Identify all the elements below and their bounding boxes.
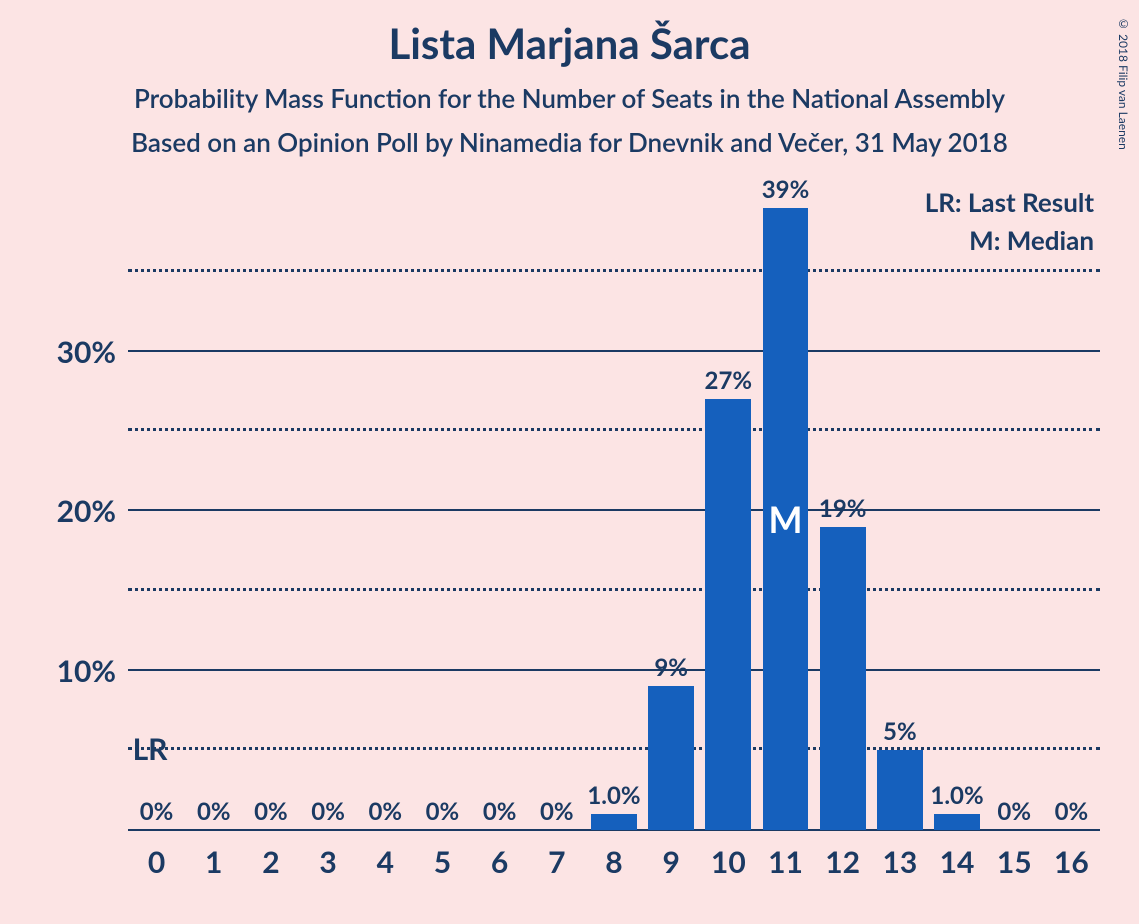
bar-slot: 0%4	[357, 192, 414, 830]
x-tick-label: 7	[548, 844, 565, 880]
bar-value-label: 0%	[483, 797, 517, 826]
x-tick-label: 15	[997, 844, 1032, 880]
bar-slot: 0%1	[185, 192, 242, 830]
bar-value-label: 0%	[197, 797, 231, 826]
bar: 19%	[820, 527, 866, 830]
copyright-text: © 2018 Filip van Laenen	[1116, 16, 1131, 150]
bar-slot: 0%6	[471, 192, 528, 830]
bar-slot: 0%7	[528, 192, 585, 830]
chart-title: Lista Marjana Šarca	[0, 18, 1139, 68]
bar-slot: 0%3	[300, 192, 357, 830]
bar-value-label: 0%	[311, 797, 345, 826]
x-tick-label: 0	[148, 844, 165, 880]
bar-value-label: 0%	[540, 797, 574, 826]
x-tick-label: 14	[940, 844, 975, 880]
x-tick-label: 12	[825, 844, 860, 880]
x-tick-label: 16	[1054, 844, 1089, 880]
bar-value-label: 27%	[705, 366, 753, 395]
bar-value-label: 0%	[1055, 797, 1089, 826]
x-tick-label: 1	[205, 844, 222, 880]
pmf-seats-chart: Lista Marjana Šarca Probability Mass Fun…	[0, 0, 1139, 924]
x-tick-label: 13	[882, 844, 917, 880]
bar-slot: 0%LR0	[128, 192, 185, 830]
bar-value-label: 0%	[997, 797, 1031, 826]
bar-value-label: 1.0%	[930, 781, 983, 810]
bar-value-label: 0%	[254, 797, 288, 826]
bar-slot: 39%M11	[757, 192, 814, 830]
plot-area: LR: Last Result M: Median 10%20%30%0%LR0…	[128, 192, 1100, 830]
bar-value-label: 5%	[883, 717, 917, 746]
x-tick-label: 9	[662, 844, 679, 880]
x-tick-label: 3	[319, 844, 336, 880]
bar-slot: 1.0%8	[585, 192, 642, 830]
bar: 9%	[648, 686, 694, 830]
bar-value-label: 1.0%	[587, 781, 640, 810]
bar: 5%	[877, 750, 923, 830]
bar-value-label: 0%	[426, 797, 460, 826]
bar-value-label: 0%	[140, 797, 174, 826]
lr-marker: LR	[133, 731, 168, 767]
x-tick-label: 4	[377, 844, 394, 880]
x-tick-label: 6	[491, 844, 508, 880]
x-tick-label: 8	[605, 844, 622, 880]
y-tick-label: 10%	[57, 653, 116, 689]
bar-slot: 19%12	[814, 192, 871, 830]
bar: 1.0%	[591, 814, 637, 830]
bar-value-label: 0%	[368, 797, 402, 826]
chart-subtitle-1: Probability Mass Function for the Number…	[0, 82, 1139, 114]
x-tick-label: 5	[434, 844, 451, 880]
bar: 27%	[705, 399, 751, 830]
bar-slot: 0%2	[242, 192, 299, 830]
x-tick-label: 10	[711, 844, 746, 880]
chart-subtitle-2: Based on an Opinion Poll by Ninamedia fo…	[0, 126, 1139, 158]
bar: 1.0%	[934, 814, 980, 830]
bar-slot: 5%13	[871, 192, 928, 830]
bar-slot: 0%15	[986, 192, 1043, 830]
median-marker: M	[769, 497, 803, 541]
bar-value-label: 19%	[819, 494, 867, 523]
bar-slot: 27%10	[700, 192, 757, 830]
y-tick-label: 30%	[57, 334, 116, 370]
bar-slot: 1.0%14	[928, 192, 985, 830]
bar-slot: 0%5	[414, 192, 471, 830]
bar-value-label: 9%	[654, 653, 688, 682]
x-tick-label: 2	[262, 844, 279, 880]
bar-slot: 0%16	[1043, 192, 1100, 830]
bar-slot: 9%9	[643, 192, 700, 830]
x-tick-label: 11	[768, 844, 803, 880]
bar-value-label: 39%	[762, 175, 810, 204]
y-tick-label: 20%	[57, 493, 116, 529]
